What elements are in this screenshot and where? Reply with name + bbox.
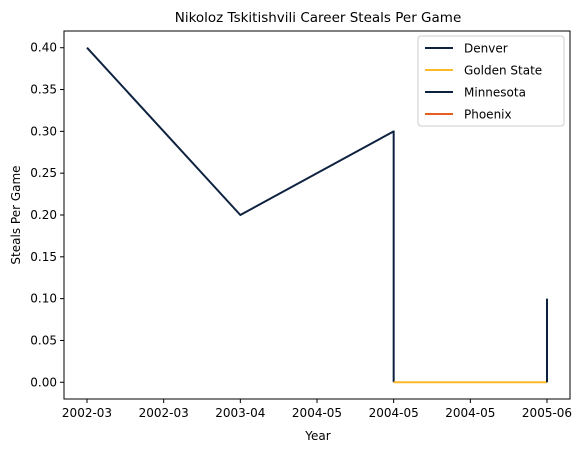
plot-marks	[86, 47, 548, 384]
legend-label: Golden State	[464, 64, 542, 78]
x-tick-label: 2002-03	[139, 406, 189, 420]
y-tick-label: 0.10	[30, 292, 57, 306]
y-axis-label: Steals Per Game	[9, 165, 23, 264]
y-tick-label: 0.30	[30, 124, 57, 138]
y-tick-label: 0.25	[30, 166, 57, 180]
series-line-denver	[86, 47, 395, 383]
x-tick-label: 2003-04	[215, 406, 265, 420]
legend-frame	[417, 35, 565, 127]
legend: Denver Golden State Minnesota Phoenix	[417, 35, 565, 127]
y-tick-label: 0.35	[30, 83, 57, 97]
y-tick-label: 0.00	[30, 375, 57, 389]
legend-label: Minnesota	[464, 86, 526, 100]
y-axis: 0.00 0.05 0.10 0.15 0.20 0.25 0.30 0.35 0.40	[30, 41, 64, 389]
x-tick-label: 2004-05	[369, 406, 419, 420]
x-tick-label: 2004-05	[292, 406, 342, 420]
y-tick-label: 0.05	[30, 333, 57, 347]
legend-label: Denver	[464, 42, 508, 56]
x-tick-label: 2005-06	[522, 406, 572, 420]
legend-label: Phoenix	[464, 108, 512, 122]
x-tick-label: 2004-05	[445, 406, 495, 420]
y-tick-label: 0.40	[30, 41, 57, 55]
y-tick-label: 0.15	[30, 250, 57, 264]
y-tick-label: 0.20	[30, 208, 57, 222]
chart-title: Nikoloz Tskitishvili Career Steals Per G…	[175, 10, 462, 26]
x-tick-label: 2002-03	[62, 406, 112, 420]
x-axis: 2002-03 2002-03 2003-04 2004-05 2004-05 2004-…	[62, 399, 572, 420]
x-axis-label: Year	[304, 429, 330, 443]
